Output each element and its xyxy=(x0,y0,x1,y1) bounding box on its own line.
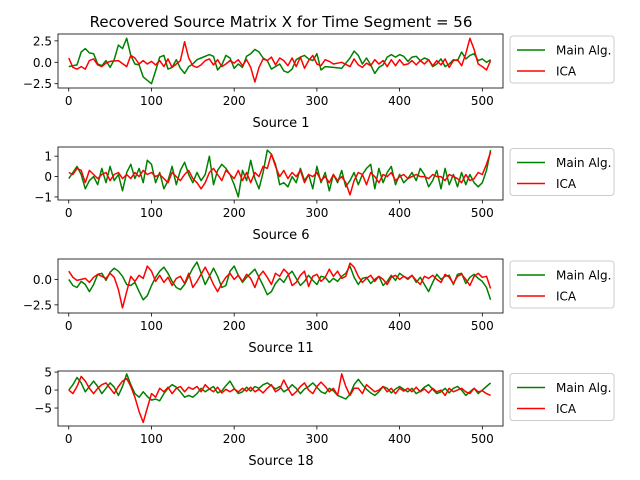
x-tick-label: 0 xyxy=(65,319,73,333)
legend-label: Main Alg. xyxy=(556,156,611,170)
x-tick-label: 400 xyxy=(388,206,411,220)
legend: Main Alg. ICA xyxy=(509,260,615,309)
x-tick-label: 500 xyxy=(471,206,494,220)
x-tick-label: 500 xyxy=(471,94,494,108)
x-tick-label: 500 xyxy=(471,432,494,446)
x-tick-label: 200 xyxy=(223,206,246,220)
y-tick-label: −5 xyxy=(34,402,52,416)
y-tick-label: −2.5 xyxy=(23,298,52,312)
x-axis-label: Source 6 xyxy=(252,228,309,243)
x-tick-label: 200 xyxy=(223,94,246,108)
x-tick-label: 100 xyxy=(140,432,163,446)
y-tick-label: 0.0 xyxy=(33,56,52,70)
x-tick-label: 300 xyxy=(305,432,328,446)
subplot-2: 0 100 200 300 400 500 −1 0 1 Source 6 Main Alg. ICA xyxy=(34,146,615,243)
series-line-ica xyxy=(68,151,492,196)
x-tick-label: 300 xyxy=(305,94,328,108)
subplot-1: 0 100 200 300 400 500 −2.5 0.0 2.5 Source 1 Main A… xyxy=(23,33,615,131)
legend-label: ICA xyxy=(556,402,577,416)
y-tick-label: 1 xyxy=(44,150,52,164)
x-tick-label: 400 xyxy=(388,319,411,333)
series-line-main-alg xyxy=(68,149,492,198)
series-line-ica xyxy=(68,373,491,424)
y-tick-label: 0 xyxy=(44,384,52,398)
y-tick-label: −1 xyxy=(34,190,52,204)
y-tick-label: −2.5 xyxy=(23,77,52,91)
x-axis-label: Source 11 xyxy=(248,341,313,356)
x-tick-label: 0 xyxy=(65,432,73,446)
legend-label: ICA xyxy=(556,290,577,304)
legend-label: Main Alg. xyxy=(556,269,611,283)
subplot-4: 0 100 200 300 400 500 −5 0 5 Source 18 Main Alg. IC… xyxy=(34,366,615,469)
x-tick-label: 100 xyxy=(140,206,163,220)
series-line-main-alg xyxy=(68,37,492,85)
x-tick-label: 100 xyxy=(140,94,163,108)
axes-frame xyxy=(57,258,504,314)
y-tick-label: 5 xyxy=(44,366,52,380)
axes-frame xyxy=(57,33,504,89)
x-tick-label: 500 xyxy=(471,319,494,333)
subplot-3: 0 100 200 300 400 500 −2.5 0.0 Source 11 Main Alg… xyxy=(23,258,615,356)
axes-frame xyxy=(57,146,504,201)
x-tick-label: 300 xyxy=(305,206,328,220)
x-tick-label: 400 xyxy=(388,432,411,446)
y-tick-label: 0.0 xyxy=(33,273,52,287)
x-tick-label: 100 xyxy=(140,319,163,333)
x-tick-label: 200 xyxy=(223,432,246,446)
legend: Main Alg. ICA xyxy=(509,148,615,196)
legend: Main Alg. ICA xyxy=(509,373,615,421)
figure-title: Recovered Source Matrix X for Time Segme… xyxy=(90,13,473,31)
series-line-ica xyxy=(68,37,492,83)
axes-frame xyxy=(57,370,504,427)
legend-label: ICA xyxy=(556,65,577,79)
legend-label: ICA xyxy=(556,177,577,191)
x-axis-label: Source 1 xyxy=(252,116,309,131)
legend-label: Main Alg. xyxy=(556,44,611,58)
x-tick-label: 200 xyxy=(223,319,246,333)
x-tick-label: 0 xyxy=(65,94,73,108)
legend: Main Alg. ICA xyxy=(509,35,615,84)
x-tick-label: 0 xyxy=(65,206,73,220)
series-line-ica xyxy=(68,262,492,309)
x-tick-label: 400 xyxy=(388,94,411,108)
series-line-main-alg xyxy=(68,261,492,301)
x-axis-label: Source 18 xyxy=(248,454,313,469)
y-tick-label: 2.5 xyxy=(33,34,52,48)
x-tick-label: 300 xyxy=(305,319,328,333)
legend-label: Main Alg. xyxy=(556,381,611,395)
y-tick-label: 0 xyxy=(44,170,52,184)
